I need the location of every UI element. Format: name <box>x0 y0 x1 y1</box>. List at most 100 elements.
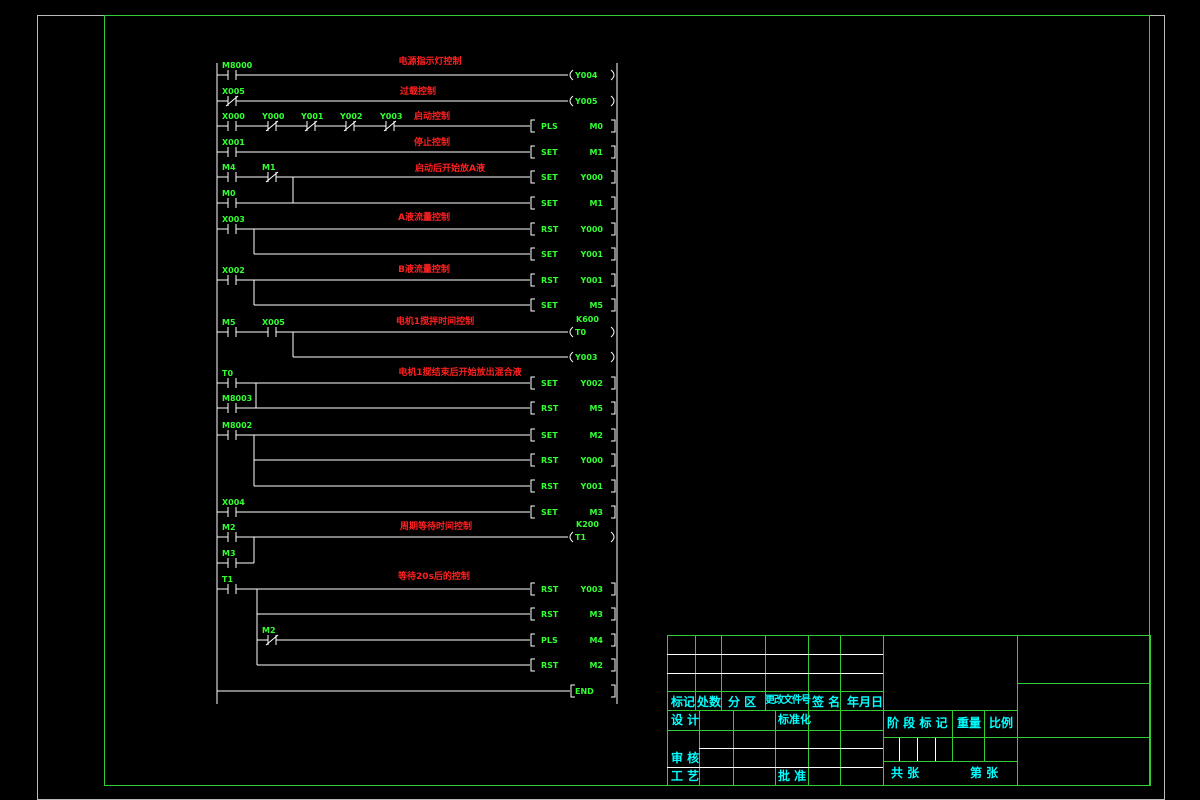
instruction-bracket-open <box>530 505 535 519</box>
instruction-operand: M5 <box>589 404 603 413</box>
contact-label: M2 <box>262 626 276 635</box>
contact-label: X005 <box>262 318 285 327</box>
end-bracket-close <box>611 684 616 698</box>
contact-label: M8000 <box>222 61 253 70</box>
tb-change-doc: 更改文件号 <box>765 695 811 706</box>
instruction-name: SET <box>541 250 558 259</box>
contact-label: X003 <box>222 215 245 224</box>
instruction-operand: Y001 <box>580 482 604 491</box>
instruction-operand: Y001 <box>580 276 604 285</box>
coil-operand: T0 <box>575 328 586 337</box>
tb-review: 审 核 <box>671 751 700 765</box>
contact-nc-slash <box>343 120 357 132</box>
instruction-bracket-open <box>530 401 535 415</box>
contact-label: M8002 <box>222 421 252 430</box>
instruction-name: SET <box>541 508 558 517</box>
tb-scale: 比例 <box>989 716 1014 730</box>
instruction-bracket-close <box>611 607 616 621</box>
tb-date: 年月日 <box>847 695 884 709</box>
contact-label: X004 <box>222 498 245 507</box>
coil-close <box>610 351 615 363</box>
instruction-operand: M3 <box>589 508 603 517</box>
tb-weight: 重量 <box>957 716 982 730</box>
instruction-name: RST <box>541 482 559 491</box>
instruction-bracket-close <box>611 479 616 493</box>
instruction-name: SET <box>541 301 558 310</box>
contact-nc-slash <box>265 171 279 183</box>
instruction-bracket-close <box>611 582 616 596</box>
instruction-bracket-close <box>611 633 616 647</box>
instruction-bracket-close <box>611 222 616 236</box>
instruction-name: RST <box>541 404 559 413</box>
instruction-bracket-open <box>530 298 535 312</box>
instruction-bracket-open <box>530 607 535 621</box>
instruction-bracket-open <box>530 247 535 261</box>
rung-comment: 周期等待时间控制 <box>400 520 472 532</box>
instruction-bracket-open <box>530 453 535 467</box>
coil-close <box>610 326 615 338</box>
rung-comment: 电机1搅拌时间控制 <box>396 315 474 327</box>
contact-label: T0 <box>222 369 233 378</box>
instruction-name: PLS <box>541 636 558 645</box>
contact-label: X000 <box>222 112 245 121</box>
instruction-bracket-open <box>530 170 535 184</box>
instruction-operand: M2 <box>589 431 603 440</box>
rung-comment: 过载控制 <box>400 85 436 97</box>
drawing-frame <box>104 15 1150 786</box>
instruction-operand: M0 <box>589 122 603 131</box>
tb-stage-mark: 阶 段 标 记 <box>887 716 948 730</box>
contact-nc-slash <box>225 95 239 107</box>
coil-operand: T1 <box>575 533 586 542</box>
rung-comment: 启动后开始放A液 <box>415 162 486 174</box>
instruction-bracket-close <box>611 170 616 184</box>
instruction-operand: M4 <box>589 636 603 645</box>
rung-comment: A液流量控制 <box>398 211 450 223</box>
instruction-bracket-close <box>611 145 616 159</box>
rung-comment: 电机1搅结束后开始放出混合液 <box>398 366 522 378</box>
instruction-bracket-close <box>611 119 616 133</box>
contact-label: M0 <box>222 189 236 198</box>
timer-preset: K200 <box>576 520 599 529</box>
instruction-name: SET <box>541 148 558 157</box>
rung-comment: 等待20s后的控制 <box>397 570 470 582</box>
rung-comment: B液流量控制 <box>398 263 450 275</box>
tb-zone: 分 区 <box>728 695 757 709</box>
rung-comment: 启动控制 <box>414 110 450 122</box>
rung-comment: 电源指示灯控制 <box>398 55 461 67</box>
coil-close <box>610 95 615 107</box>
contact-nc-slash <box>383 120 397 132</box>
instruction-name: RST <box>541 225 559 234</box>
instruction-name: PLS <box>541 122 558 131</box>
instruction-bracket-close <box>611 196 616 210</box>
instruction-name: RST <box>541 456 559 465</box>
tb-signature: 签 名 <box>812 695 841 709</box>
contact-label: X005 <box>222 87 245 96</box>
instruction-name: RST <box>541 276 559 285</box>
coil-open <box>569 69 574 81</box>
instruction-operand: Y000 <box>580 173 604 182</box>
contact-label: Y000 <box>261 112 285 121</box>
tb-approve: 批 准 <box>778 769 807 783</box>
coil-close <box>610 69 615 81</box>
tb-process: 工 艺 <box>671 769 700 783</box>
instruction-bracket-open <box>530 196 535 210</box>
contact-label: M3 <box>222 549 236 558</box>
instruction-name: SET <box>541 173 558 182</box>
coil-operand: Y004 <box>574 71 598 80</box>
contact-label: M2 <box>222 523 236 532</box>
instruction-bracket-open <box>530 376 535 390</box>
instruction-name: SET <box>541 431 558 440</box>
coil-open <box>569 95 574 107</box>
end-instruction: END <box>575 687 594 696</box>
instruction-operand: M3 <box>589 610 603 619</box>
instruction-operand: Y000 <box>580 456 604 465</box>
instruction-operand: Y000 <box>580 225 604 234</box>
instruction-name: RST <box>541 585 559 594</box>
instruction-bracket-close <box>611 273 616 287</box>
contact-label: X002 <box>222 266 245 275</box>
contact-nc-slash <box>265 120 279 132</box>
tb-sheet-no: 第 张 <box>970 766 999 780</box>
instruction-bracket-close <box>611 453 616 467</box>
contact-nc-slash <box>265 634 279 646</box>
contact-label: M8003 <box>222 394 252 403</box>
